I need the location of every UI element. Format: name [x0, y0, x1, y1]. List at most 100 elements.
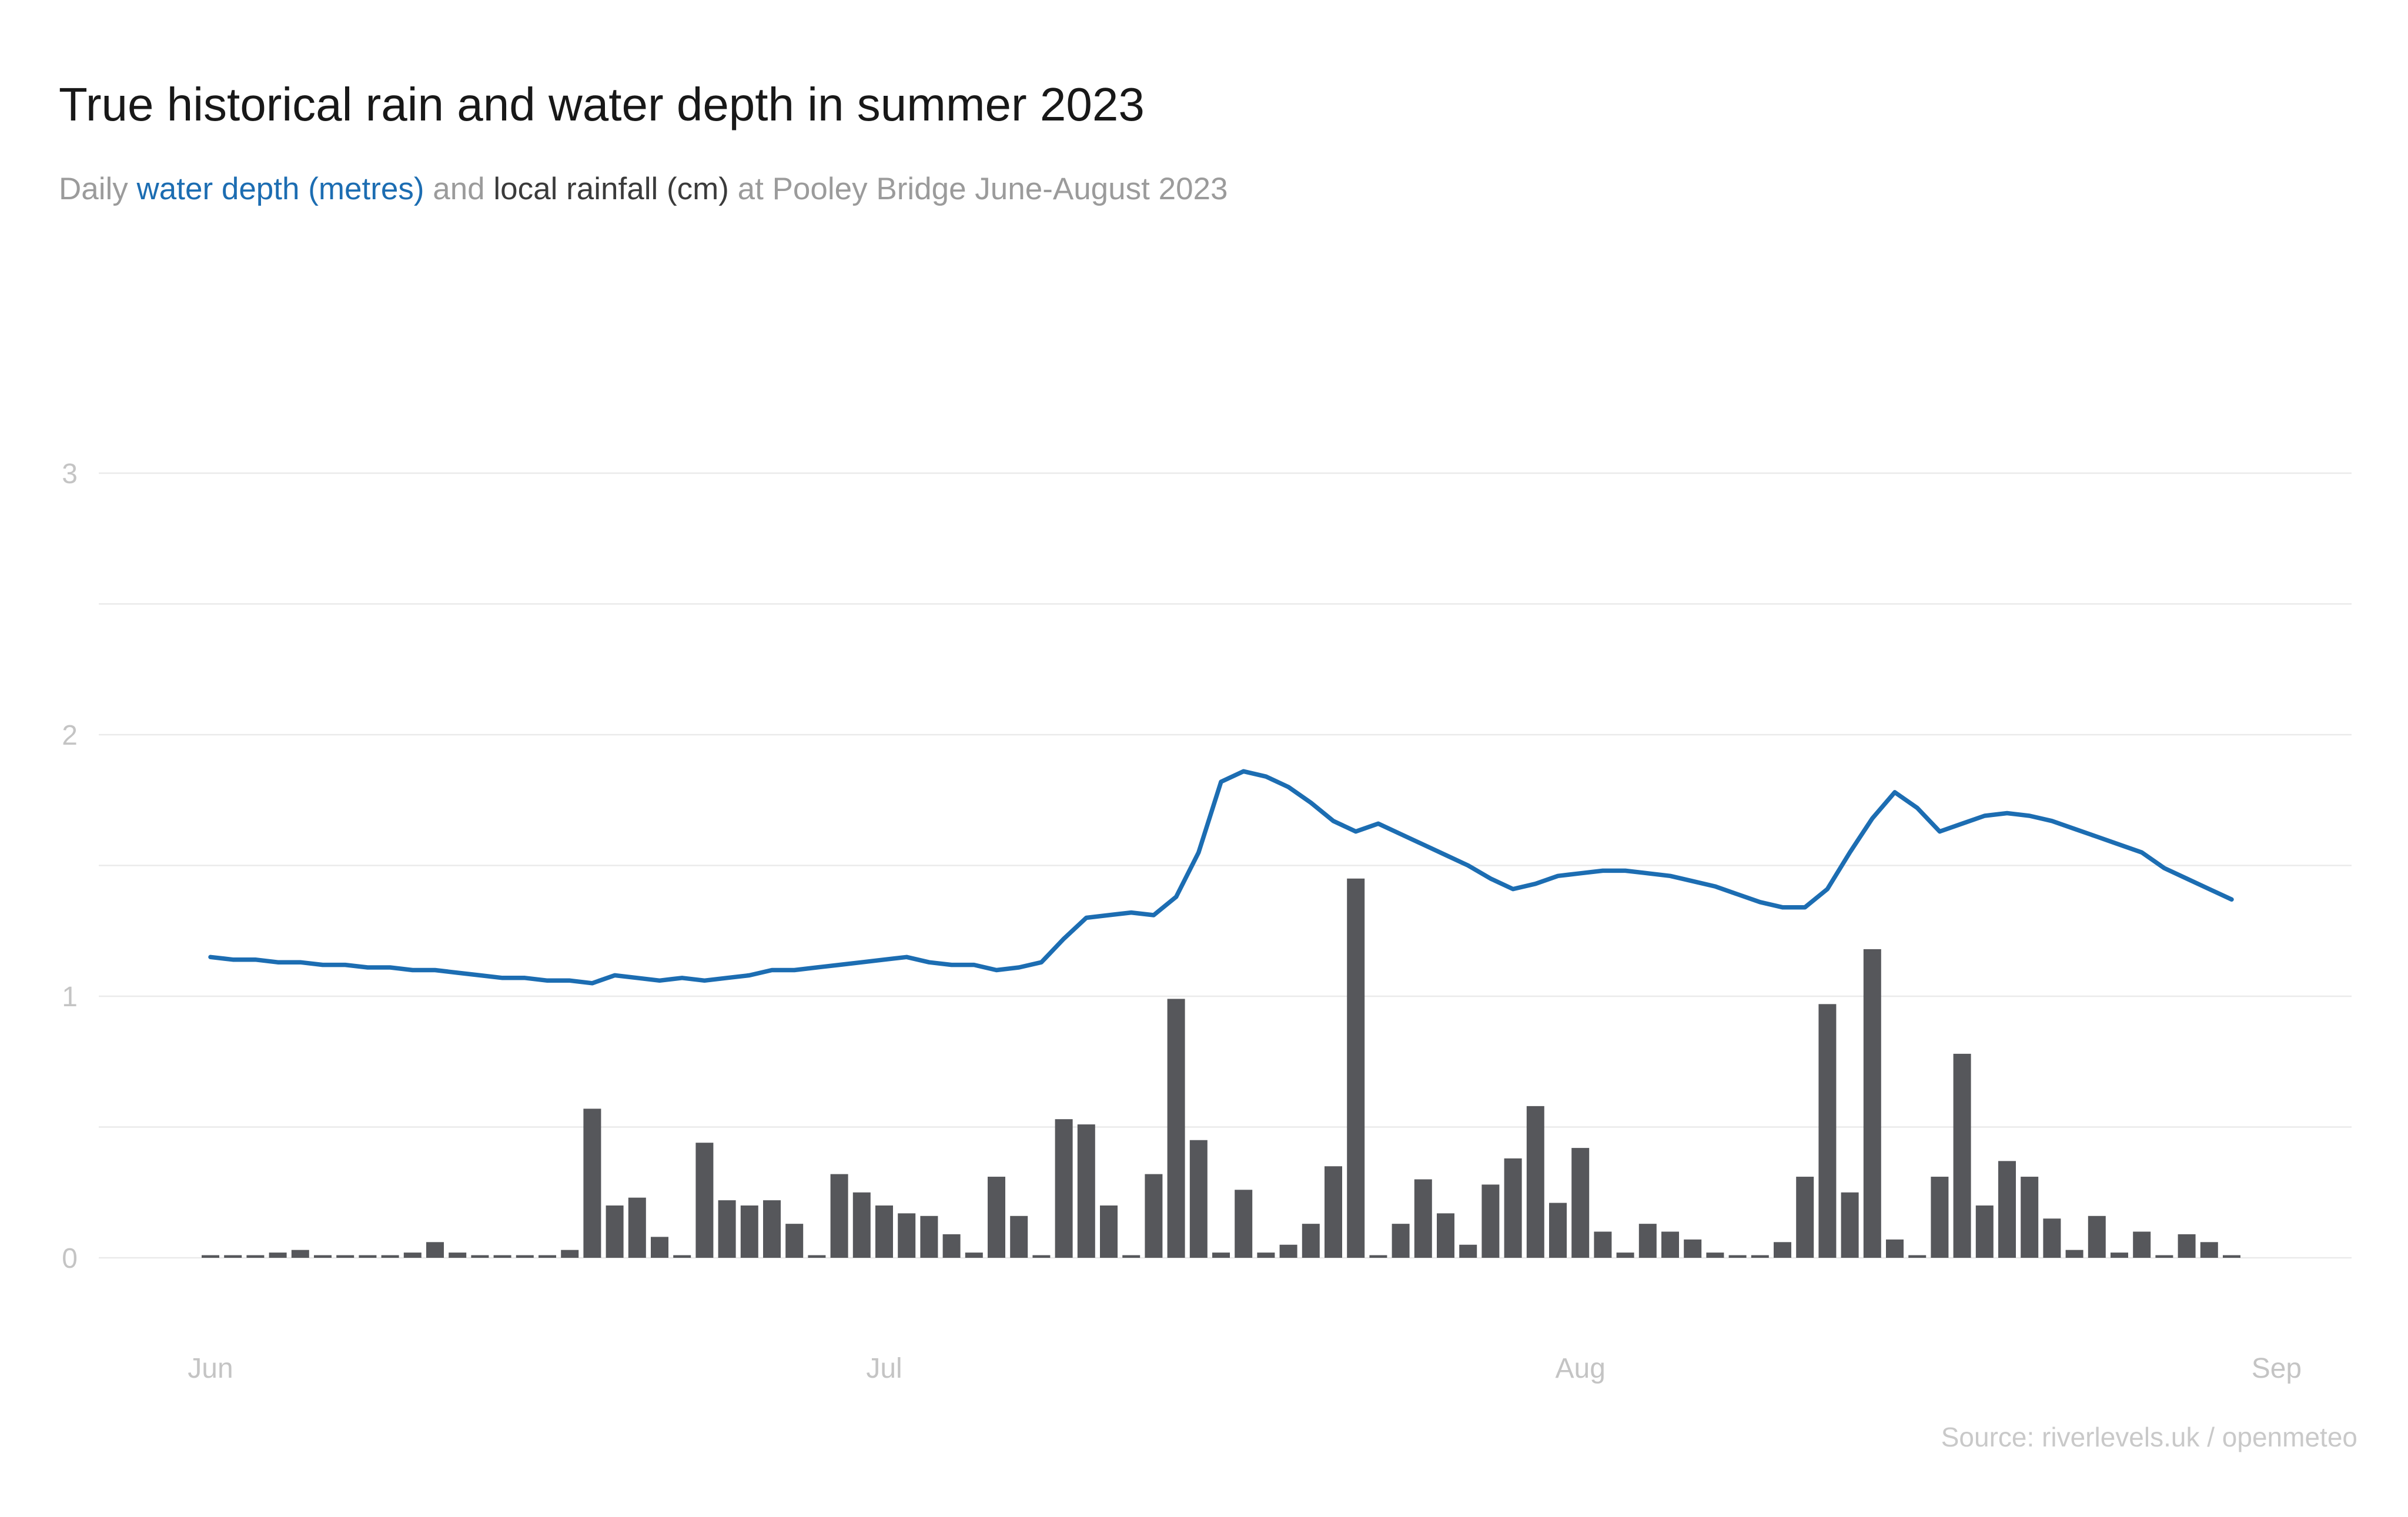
chart-subtitle: Daily water depth (metres) and local rai… [59, 171, 1228, 207]
gridlines [99, 472, 2352, 1259]
rain-bar [920, 1215, 938, 1258]
rain-bar [2021, 1177, 2039, 1258]
rain-bar [763, 1200, 781, 1258]
x-tick-label: Jun [188, 1353, 233, 1384]
y-tick-label: 3 [62, 458, 78, 490]
rain-bar [1526, 1106, 1544, 1258]
rain-bar [1953, 1053, 1971, 1258]
rain-bar [1257, 1253, 1275, 1258]
depth-line-path [208, 769, 2234, 986]
rain-bar [740, 1205, 758, 1258]
rain-bar [1414, 1179, 1432, 1258]
rain-bar [1010, 1215, 1028, 1258]
rain-bar [718, 1200, 736, 1258]
rain-bar [1796, 1177, 1814, 1258]
rain-bar [1369, 1255, 1387, 1258]
rain-bar [1706, 1253, 1724, 1258]
rain-bar [269, 1253, 287, 1258]
rain-bar [1931, 1177, 1949, 1258]
y-axis-labels: 0 1 2 3 [62, 458, 78, 1274]
rain-bar [1325, 1166, 1342, 1258]
rain-bar [2065, 1250, 2083, 1258]
x-tick-label: Aug [1555, 1353, 1605, 1384]
source-credit: Source: riverlevels.uk / openmeteo [1941, 1422, 2357, 1452]
subtitle-segment: Daily [59, 172, 137, 206]
rain-bar [224, 1255, 242, 1258]
rain-bar [808, 1255, 826, 1258]
rain-bars [202, 878, 2240, 1258]
x-tick-label: Sep [2252, 1353, 2302, 1384]
rain-bar [246, 1255, 265, 1258]
rain-bar [1774, 1242, 1791, 1258]
x-axis-labels: Jun Jul Aug Sep [188, 1353, 2302, 1384]
rain-bar [1302, 1224, 1320, 1258]
rain-bar [942, 1234, 961, 1258]
rain-bar [852, 1192, 871, 1258]
page-title: True historical rain and water depth in … [59, 78, 1145, 130]
rain-bar [1055, 1119, 1073, 1258]
rain-bar [426, 1242, 444, 1258]
rain-bar [1167, 999, 1185, 1258]
rain-bar [1616, 1253, 1634, 1258]
rain-bar [1032, 1255, 1051, 1258]
rain-bar [1100, 1205, 1118, 1258]
rain-bar [965, 1253, 983, 1258]
rain-bar [539, 1255, 556, 1258]
rain-bar [830, 1174, 848, 1258]
rain-bar [1684, 1239, 1702, 1258]
rain-bar [1212, 1253, 1230, 1258]
rain-bar [1077, 1124, 1095, 1258]
rain-bar [695, 1143, 714, 1258]
rain-bar [1594, 1231, 1612, 1258]
rain-bar [449, 1253, 467, 1258]
rain-bar [1751, 1255, 1769, 1258]
rain-bar [2133, 1231, 2151, 1258]
rain-bar [651, 1237, 668, 1258]
rain-bar [1728, 1255, 1747, 1258]
rain-bar [1504, 1158, 1522, 1258]
y-tick-label: 0 [62, 1243, 78, 1274]
x-tick-label: Jul [866, 1353, 902, 1384]
rain-bar [2200, 1242, 2218, 1258]
rain-bar [875, 1205, 893, 1258]
rain-bar [2155, 1255, 2173, 1258]
subtitle-segment: at Pooley Bridge June-August 2023 [728, 172, 1228, 206]
rain-bar [291, 1250, 309, 1258]
rain-bar [403, 1253, 422, 1258]
rain-bar [1841, 1192, 1859, 1258]
rain-bar [1122, 1255, 1141, 1258]
rain-bar [1863, 949, 1881, 1258]
rain-bar [2178, 1234, 2196, 1258]
rain-bar [673, 1255, 691, 1258]
subtitle-segment: and [424, 172, 494, 206]
rain-bar [1998, 1161, 2016, 1258]
rain-bar [1638, 1224, 1657, 1258]
y-tick-label: 1 [62, 982, 78, 1013]
rain-bar [516, 1255, 534, 1258]
rain-bar [1459, 1244, 1477, 1258]
rain-bar [471, 1255, 489, 1258]
rain-bar [1975, 1205, 1994, 1258]
rain-bar [561, 1250, 579, 1258]
rain-bar [606, 1205, 624, 1258]
rain-bar [1908, 1255, 1927, 1258]
rain-bar [2223, 1255, 2240, 1258]
rain-bar [1437, 1213, 1454, 1258]
rain-bar [1886, 1239, 1904, 1258]
rain-bar [1549, 1203, 1567, 1258]
rain-bar [381, 1255, 399, 1258]
subtitle-rainfall-label: local rainfall (cm) [493, 172, 729, 206]
rain-bar [2088, 1215, 2106, 1258]
rain-bar [1279, 1244, 1297, 1258]
subtitle-water-depth-label: water depth (metres) [136, 172, 424, 206]
rain-bar [1347, 878, 1365, 1258]
rain-bar [202, 1255, 219, 1258]
rain-bar [988, 1177, 1005, 1258]
rain-bar [1661, 1231, 1679, 1258]
rain-bar [2111, 1253, 2128, 1258]
rain-bar [785, 1224, 804, 1258]
rain-bar [314, 1255, 332, 1258]
rain-bar [898, 1213, 916, 1258]
